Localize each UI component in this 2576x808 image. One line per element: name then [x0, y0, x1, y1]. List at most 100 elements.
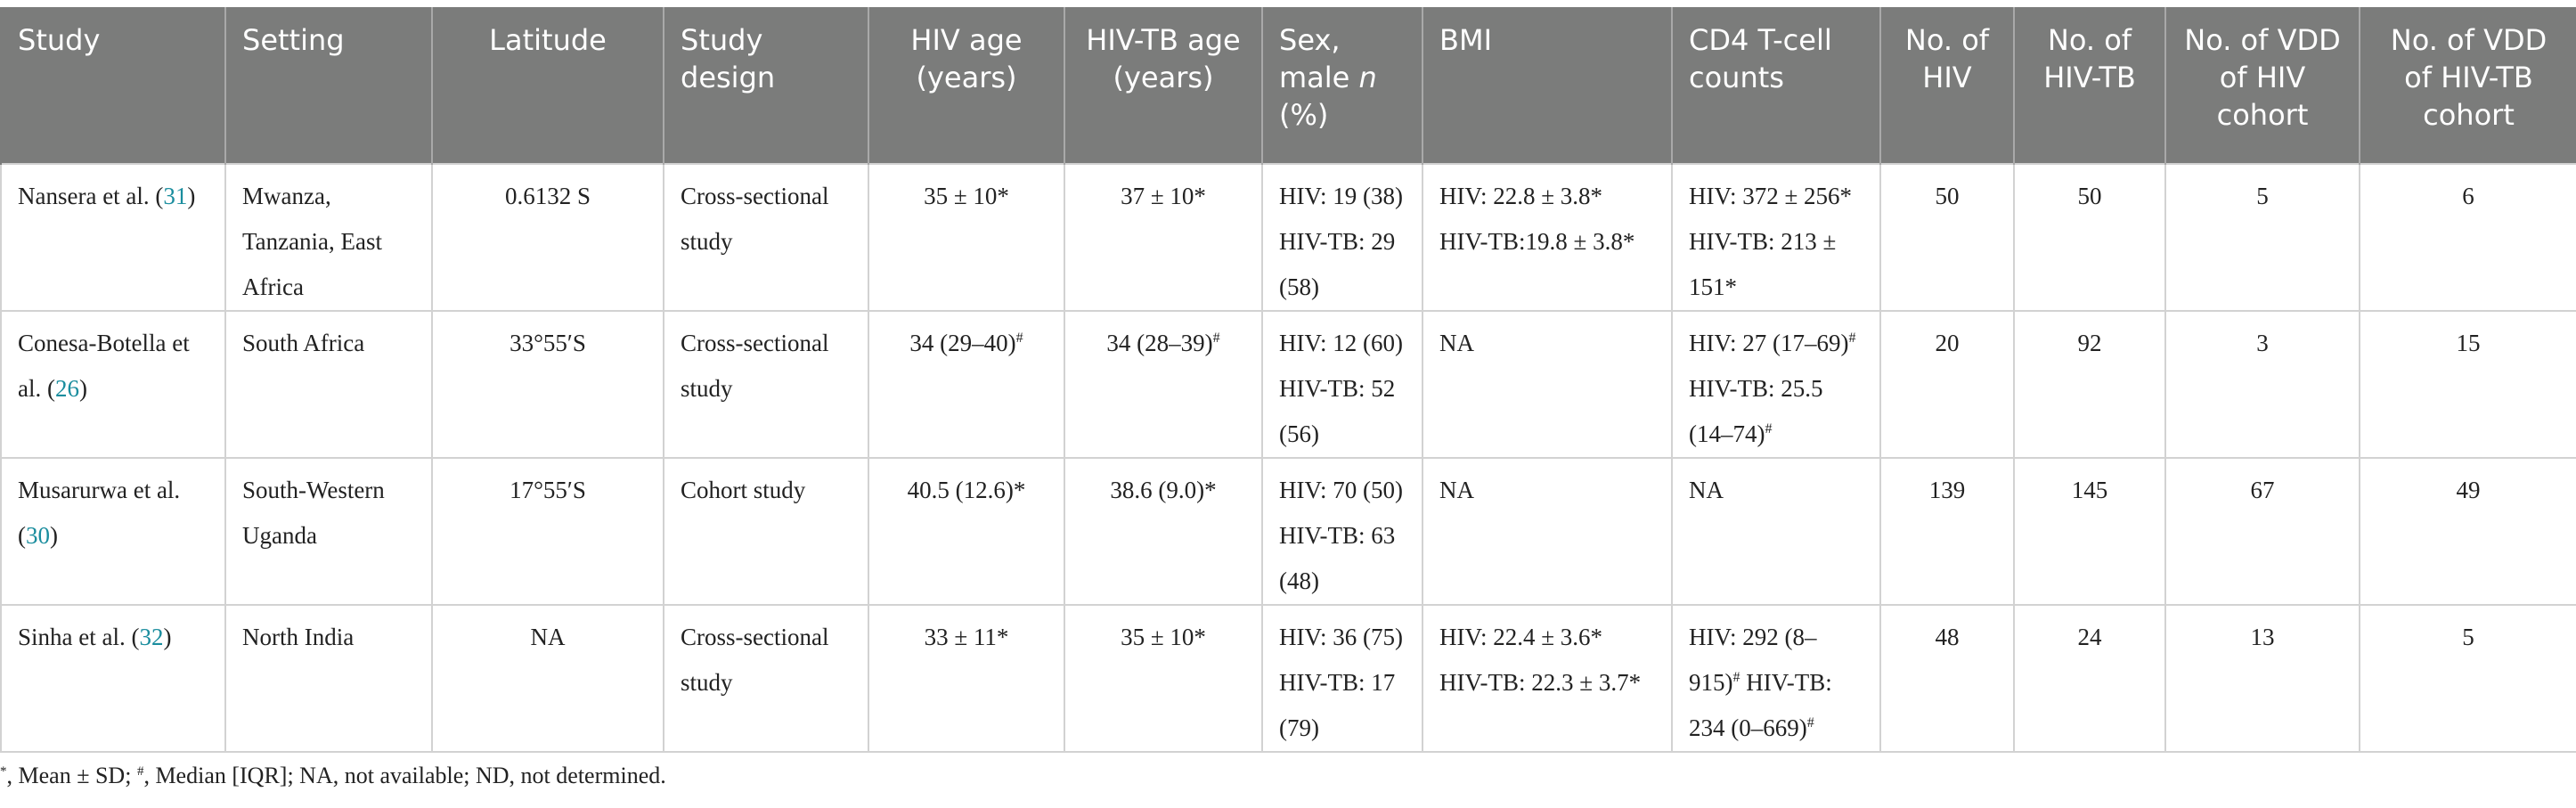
sex-header-tail: (%) — [1279, 98, 1329, 132]
col-header-vdd-hivtb: No. of VDD of HIV-TB cohort — [2359, 7, 2576, 164]
cell-no-hiv: 139 — [1879, 457, 2015, 606]
cell-study-design: Cohort study — [663, 457, 869, 606]
cell-hiv-age: 34 (29–40)# — [868, 310, 1065, 459]
cell-no-hiv: 20 — [1879, 310, 2015, 459]
hivtb-age-value: 37 ± 10* — [1121, 183, 1206, 209]
cell-study-design: Cross-sectional study — [663, 310, 869, 459]
bmi-line-1: NA — [1439, 477, 1474, 503]
cd4-part-1: HIV: 292 (8–915) — [1689, 624, 1817, 696]
cell-study: Sinha et al. (32) — [0, 604, 226, 753]
hivtb-age-value: 34 (28–39) — [1106, 330, 1213, 356]
table-row: Sinha et al. (32) North India NA Cross-sect… — [0, 604, 2576, 753]
cell-hiv-age: 33 ± 11* — [868, 604, 1065, 753]
study-author: Sinha et al. ( — [18, 624, 140, 650]
cell-vdd-hivtb: 15 — [2359, 310, 2576, 459]
footnote-part1: , Mean ± SD; — [6, 763, 137, 788]
table-row: Conesa-Botella et al. (26) South Africa 33… — [0, 310, 2576, 459]
cell-no-hiv: 48 — [1879, 604, 2015, 753]
cell-study: Nansera et al. (31) — [0, 163, 226, 312]
cell-vdd-hiv: 13 — [2164, 604, 2360, 753]
cd4-sup-1: # — [1848, 331, 1856, 346]
cell-hivtb-age: 34 (28–39)# — [1064, 310, 1263, 459]
col-header-no-hivtb: No. of HIV-TB — [2013, 7, 2165, 164]
cell-setting: Mwanza, Tanzania, East Africa — [224, 163, 433, 312]
cd4-sup-1: # — [1732, 670, 1740, 685]
bmi-line-2: HIV-TB: 22.3 ± 3.7* — [1439, 669, 1642, 696]
cd4-part-1: HIV: 372 ± 256* HIV-TB: 213 ± 151* — [1689, 183, 1853, 300]
col-header-latitude: Latitude — [431, 7, 664, 164]
study-author: Nansera et al. ( — [18, 183, 164, 209]
study-close: ) — [187, 183, 196, 209]
col-header-hivtb-age: HIV-TB age (years) — [1064, 7, 1262, 164]
col-header-study-design: Study design — [663, 7, 868, 164]
cell-latitude: 17°55′S — [431, 457, 664, 606]
cell-cd4: HIV: 27 (17–69)# HIV-TB: 25.5 (14–74)# — [1671, 310, 1881, 459]
cell-latitude: 0.6132 S — [431, 163, 664, 312]
cell-no-hivtb: 24 — [2013, 604, 2166, 753]
study-characteristics-table: Study Setting Latitude Study design HIV … — [0, 7, 2576, 753]
footnote-star: * — [0, 764, 7, 779]
cell-sex: HIV: 12 (60) HIV-TB: 52 (56) — [1261, 310, 1423, 459]
col-header-bmi: BMI — [1422, 7, 1672, 164]
sex-header-main: Sex, male — [1279, 23, 1359, 94]
col-header-cd4: CD4 T-cell counts — [1671, 7, 1880, 164]
cd4-part-1: NA — [1689, 477, 1724, 503]
cell-vdd-hivtb: 6 — [2359, 163, 2576, 312]
cell-study-design: Cross-sectional study — [663, 604, 869, 753]
hiv-age-value: 34 (29–40) — [909, 330, 1016, 356]
cd4-part-2: HIV-TB: 25.5 (14–74) — [1689, 375, 1823, 447]
reference-link[interactable]: 31 — [163, 183, 188, 209]
cell-latitude: NA — [431, 604, 664, 753]
table-container: Study Setting Latitude Study design HIV … — [0, 7, 2576, 753]
col-header-study: Study — [0, 7, 225, 164]
cell-study-design: Cross-sectional study — [663, 163, 869, 312]
reference-link[interactable]: 30 — [26, 522, 50, 549]
header-row: Study Setting Latitude Study design HIV … — [0, 7, 2576, 164]
cell-cd4: NA — [1671, 457, 1881, 606]
hiv-age-value: 33 ± 11* — [924, 624, 1009, 650]
cell-bmi: HIV: 22.4 ± 3.6* HIV-TB: 22.3 ± 3.7* — [1422, 604, 1673, 753]
cell-sex: HIV: 19 (38) HIV-TB: 29 (58) — [1261, 163, 1423, 312]
hiv-age-value: 40.5 (12.6)* — [907, 477, 1026, 503]
cell-cd4: HIV: 372 ± 256* HIV-TB: 213 ± 151* — [1671, 163, 1881, 312]
cd4-part-1: HIV: 27 (17–69) — [1689, 330, 1849, 356]
cd4-part-2: HIV-TB: 234 (0–669) — [1689, 669, 1832, 741]
cell-hivtb-age: 38.6 (9.0)* — [1064, 457, 1263, 606]
study-author: Conesa-Botella et al. ( — [18, 330, 190, 402]
reference-link[interactable]: 26 — [54, 375, 79, 402]
cell-hivtb-age: 37 ± 10* — [1064, 163, 1263, 312]
hivtb-age-sup: # — [1212, 331, 1220, 346]
cell-vdd-hivtb: 5 — [2359, 604, 2576, 753]
cell-setting: South-Western Uganda — [224, 457, 433, 606]
cd4-sup-2: # — [1765, 421, 1773, 437]
hivtb-age-value: 35 ± 10* — [1121, 624, 1206, 650]
cell-cd4: HIV: 292 (8–915)# HIV-TB: 234 (0–669)# — [1671, 604, 1881, 753]
reference-link[interactable]: 32 — [139, 624, 164, 650]
cell-no-hivtb: 50 — [2013, 163, 2166, 312]
cell-hivtb-age: 35 ± 10* — [1064, 604, 1263, 753]
cell-study: Conesa-Botella et al. (26) — [0, 310, 226, 459]
cell-no-hivtb: 145 — [2013, 457, 2166, 606]
cell-latitude: 33°55′S — [431, 310, 664, 459]
cell-sex: HIV: 36 (75) HIV-TB: 17 (79) — [1261, 604, 1423, 753]
bmi-line-1: HIV: 22.8 ± 3.8* — [1439, 183, 1603, 209]
footnote-hash: # — [136, 764, 144, 779]
cell-setting: North India — [224, 604, 433, 753]
study-author: Musarurwa et al. ( — [18, 477, 181, 549]
cell-hiv-age: 40.5 (12.6)* — [868, 457, 1065, 606]
cell-no-hiv: 50 — [1879, 163, 2015, 312]
col-header-vdd-hiv: No. of VDD of HIV cohort — [2164, 7, 2360, 164]
study-close: ) — [163, 624, 172, 650]
col-header-hiv-age: HIV age (years) — [868, 7, 1064, 164]
cell-vdd-hivtb: 49 — [2359, 457, 2576, 606]
cell-hiv-age: 35 ± 10* — [868, 163, 1065, 312]
cell-vdd-hiv: 3 — [2164, 310, 2360, 459]
cell-study: Musarurwa et al. (30) — [0, 457, 226, 606]
cell-bmi: NA — [1422, 310, 1673, 459]
study-close: ) — [78, 375, 87, 402]
cell-bmi: NA — [1422, 457, 1673, 606]
cell-vdd-hiv: 67 — [2164, 457, 2360, 606]
table-footnote: *, Mean ± SD; #, Median [IQR]; NA, not a… — [0, 763, 666, 789]
bmi-line-1: NA — [1439, 330, 1474, 356]
table-row: Musarurwa et al. (30) South-Western Ugand… — [0, 457, 2576, 606]
